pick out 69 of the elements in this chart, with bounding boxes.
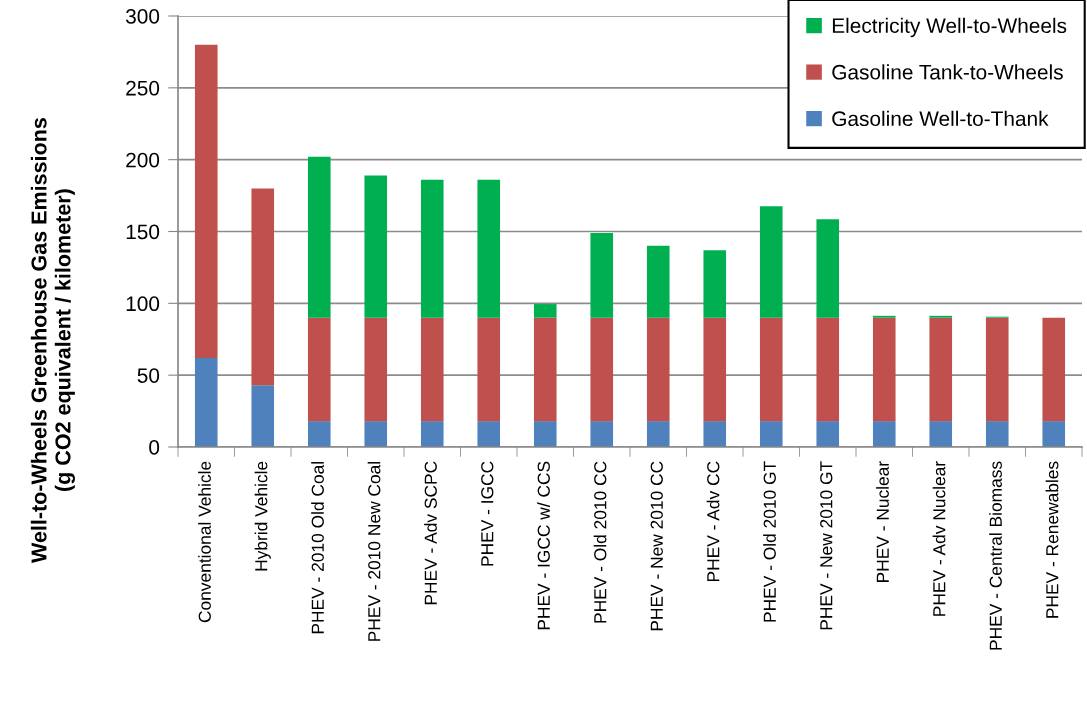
x-tick-label: PHEV - 2010 Old Coal xyxy=(311,462,324,634)
bar xyxy=(307,317,331,422)
y-tick-label: 0 xyxy=(149,440,160,455)
bar xyxy=(1042,421,1066,447)
x-tick-label: Conventional Vehicle xyxy=(198,461,211,623)
bar xyxy=(533,317,557,422)
bar xyxy=(307,156,331,318)
bar xyxy=(985,317,1009,422)
x-tick-label: PHEV - IGCC w/ CCS xyxy=(537,461,550,630)
bar xyxy=(364,317,388,422)
legend-label: Gasoline Well-to-Thank xyxy=(832,110,1049,127)
bar xyxy=(194,44,218,358)
x-tick-label: PHEV - Adv SCPC xyxy=(424,461,437,605)
bar xyxy=(533,421,557,447)
x-tick-label: PHEV - IGCC xyxy=(481,461,494,566)
bar xyxy=(703,421,727,447)
bar xyxy=(420,317,444,422)
bar xyxy=(759,206,783,318)
bar xyxy=(307,421,331,447)
bar xyxy=(985,421,1009,447)
bar xyxy=(364,175,388,318)
legend-label: Electricity Well-to-Wheels xyxy=(832,17,1067,38)
bar xyxy=(759,317,783,422)
y-axis-title: Well-to-Wheels Greenhouse Gas Emissions (g CO2 equivalent / kilometer) xyxy=(30,118,75,563)
bar xyxy=(420,421,444,447)
bar xyxy=(816,421,840,447)
bar xyxy=(251,188,275,386)
x-tick-label: PHEV - Old 2010 GT xyxy=(763,461,776,622)
y-tick-label: 150 xyxy=(126,224,160,240)
x-tick-label: PHEV - Adv CC xyxy=(706,461,720,582)
x-tick-label: PHEV - New 2010 GT xyxy=(820,461,833,630)
x-tick-label: PHEV - Renewables xyxy=(1045,461,1059,618)
bar xyxy=(929,317,953,422)
bar xyxy=(703,317,727,422)
bar xyxy=(872,317,896,422)
x-tick-label: Hybrid Vehicle xyxy=(254,461,271,571)
x-tick-label: PHEV - Old 2010 CC xyxy=(593,461,607,623)
bar xyxy=(590,232,614,318)
x-tick-label: PHEV - Nuclear xyxy=(876,461,889,582)
bar xyxy=(703,250,727,318)
bar xyxy=(420,179,444,318)
bar xyxy=(929,421,953,447)
bar xyxy=(646,245,670,318)
bar xyxy=(477,421,501,447)
legend-label: Gasoline Tank-to-Wheels xyxy=(832,64,1063,80)
y-tick-label: 300 xyxy=(125,9,160,24)
bar xyxy=(533,304,557,318)
x-tick-label: PHEV - 2010 New Coal xyxy=(367,462,381,641)
bar xyxy=(477,317,501,422)
y-tick-label: 100 xyxy=(126,296,160,312)
bar xyxy=(816,219,840,318)
y-tick-label: 50 xyxy=(137,368,160,383)
bar xyxy=(646,317,670,422)
bar xyxy=(590,421,614,447)
y-tick-label: 250 xyxy=(126,80,160,96)
bar xyxy=(477,179,501,318)
x-tick-label: PHEV - New 2010 CC xyxy=(650,461,663,631)
x-tick-label: PHEV - Central Biomass xyxy=(989,461,1002,650)
bar xyxy=(1042,317,1066,422)
x-tick-label: PHEV - Adv Nuclear xyxy=(932,461,946,616)
bar xyxy=(364,421,388,447)
bar xyxy=(194,357,218,447)
bar xyxy=(590,317,614,422)
bar xyxy=(251,385,275,447)
bar xyxy=(759,421,783,447)
bar xyxy=(646,421,670,447)
bar xyxy=(872,421,896,447)
y-tick-label: 200 xyxy=(126,152,160,168)
bar xyxy=(816,317,840,422)
